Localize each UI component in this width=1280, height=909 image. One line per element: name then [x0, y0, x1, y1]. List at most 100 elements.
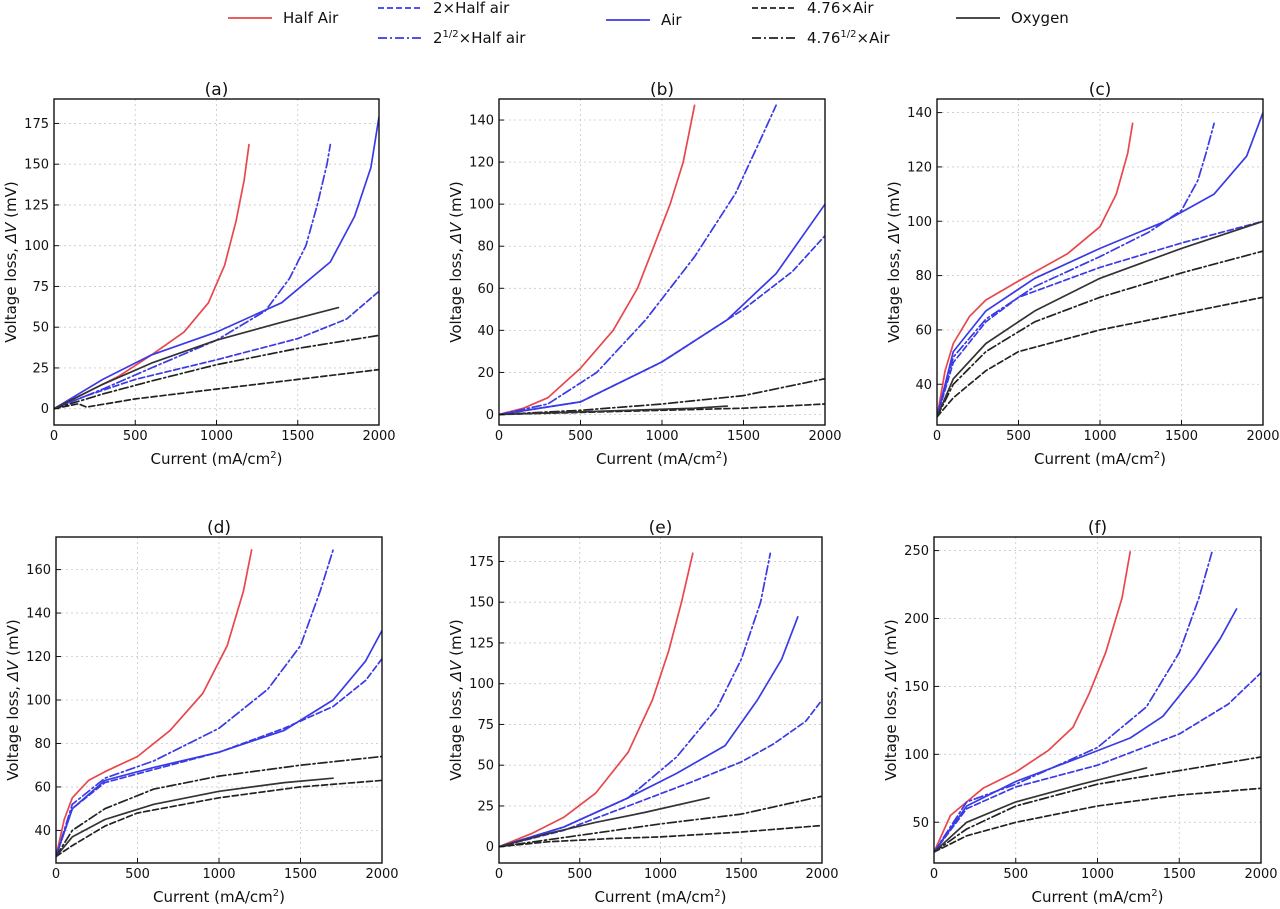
- legend-label-rest: ×Half air: [459, 29, 527, 47]
- y-tick-label: 150: [904, 680, 929, 695]
- series-line: [499, 699, 822, 848]
- y-tick-label: 40: [915, 378, 932, 393]
- y-tick-label: 60: [915, 323, 932, 338]
- y-axis-label-symbol: ΔV: [4, 659, 22, 682]
- series-line: [937, 220, 1263, 418]
- series-line: [54, 290, 379, 410]
- series-line: [499, 795, 822, 848]
- y-tick-label: 120: [26, 650, 51, 665]
- y-tick-label: 140: [907, 106, 932, 121]
- legend-entry: Oxygen: [956, 9, 1069, 27]
- series-line: [934, 671, 1261, 853]
- plot-frame: [498, 536, 823, 864]
- y-tick-label: 100: [26, 694, 51, 709]
- x-tick-label: 1500: [281, 429, 314, 444]
- x-axis-label-rest: ): [277, 450, 283, 468]
- y-axis-label-base: Voltage loss,: [447, 681, 465, 781]
- y-tick-label: 100: [469, 677, 494, 692]
- legend-label-sup: 1/2: [840, 29, 856, 40]
- x-axis-label: Current (mA/cm2): [596, 450, 728, 468]
- y-tick-label: 200: [904, 612, 929, 627]
- chart-panel: 0 500 1000 1500 2000 0 25 50 75 100 125 150 175 (a) Cu…: [2, 80, 396, 468]
- x-tick-label: 2000: [1244, 867, 1277, 882]
- y-axis-label-symbol: ΔV: [447, 659, 465, 682]
- x-tick-label: 2000: [808, 429, 841, 444]
- legend-label: 4.76×Air: [807, 0, 874, 17]
- x-tick-label: 1000: [200, 429, 233, 444]
- x-axis-label: Current (mA/cm2): [151, 450, 283, 468]
- y-axis-label-base: Voltage loss,: [447, 243, 465, 343]
- x-tick-label: 1500: [727, 429, 760, 444]
- y-axis-label: Voltage loss, ΔV (mV): [447, 181, 465, 342]
- y-tick-label: 0: [486, 408, 494, 423]
- x-axis-label-rest: ): [1160, 450, 1166, 468]
- legend-label-base: 4.76: [807, 29, 840, 47]
- y-tick-label: 80: [915, 269, 932, 284]
- series-line: [56, 755, 382, 858]
- legend-label-sup: 1/2: [443, 29, 459, 40]
- x-tick-label: 0: [50, 429, 58, 444]
- series-line: [934, 551, 1213, 853]
- y-axis-label-symbol: ΔV: [885, 221, 903, 244]
- series-line: [54, 116, 379, 410]
- series-line: [499, 405, 729, 416]
- y-tick-label: 150: [24, 158, 49, 173]
- series-line: [54, 143, 332, 410]
- x-axis-label: Current (mA/cm2): [1032, 888, 1164, 906]
- legend-label: 2×Half air: [433, 0, 510, 17]
- x-tick-label: 0: [52, 867, 60, 882]
- y-tick-label: 250: [904, 544, 929, 559]
- x-axis-label-sup: 2: [714, 888, 720, 899]
- x-axis-label-sup: 2: [273, 888, 279, 899]
- y-tick-label: 0: [486, 840, 494, 855]
- series-line: [937, 122, 1215, 418]
- plot-frame: [933, 536, 1262, 864]
- x-tick-label: 1500: [1163, 867, 1196, 882]
- y-tick-label: 125: [24, 198, 49, 213]
- panel-title: (a): [205, 80, 229, 100]
- series-line: [937, 111, 1263, 418]
- y-tick-label: 100: [904, 748, 929, 763]
- legend-label: Air: [661, 11, 682, 29]
- y-axis-label: Voltage loss, ΔV (mV): [885, 181, 903, 342]
- chart-panel: 0 500 1000 1500 2000 0 20 40 60 80 100 120 140 (b) Cur…: [447, 80, 842, 468]
- y-tick-label: 150: [469, 596, 494, 611]
- x-tick-label: 0: [495, 867, 503, 882]
- series-group: [54, 116, 379, 410]
- x-tick-label: 2000: [365, 867, 398, 882]
- series-line: [56, 549, 253, 858]
- y-tick-label: 40: [34, 824, 51, 839]
- y-tick-label: 50: [32, 321, 49, 336]
- legend-label-rest: ×Air: [857, 29, 891, 47]
- y-axis-label: Voltage loss, ΔV (mV): [4, 619, 22, 780]
- panel-title: (c): [1089, 80, 1112, 100]
- y-tick-label: 50: [912, 816, 929, 831]
- x-axis-label-rest: ): [1158, 888, 1164, 906]
- legend-label: Half Air: [283, 9, 339, 27]
- y-axis-label-base: Voltage loss,: [882, 681, 900, 781]
- y-axis-label-symbol: ΔV: [447, 221, 465, 244]
- legend-entry: 2×Half air: [378, 0, 510, 17]
- series-line: [54, 368, 379, 410]
- y-axis-label: Voltage loss, ΔV (mV): [447, 619, 465, 780]
- y-tick-label: 40: [477, 324, 494, 339]
- series-line: [56, 629, 382, 858]
- series-line: [54, 143, 250, 410]
- series-line: [499, 104, 696, 416]
- y-axis-label: Voltage loss, ΔV (mV): [2, 181, 20, 342]
- chart-panel: 0 500 1000 1500 2000 40 60 80 100 120 140 160 (d) Cur…: [4, 518, 399, 906]
- x-axis-label-sup: 2: [716, 450, 722, 461]
- y-tick-label: 80: [34, 737, 51, 752]
- y-tick-label: 100: [907, 215, 932, 230]
- x-axis-label-base: Current (mA/cm: [595, 888, 715, 906]
- series-group: [934, 551, 1261, 853]
- panel-title: (d): [207, 518, 231, 538]
- y-axis-label: Voltage loss, ΔV (mV): [882, 619, 900, 780]
- series-line: [499, 104, 777, 416]
- chart-panel: 0 500 1000 1500 2000 40 60 80 100 120 140 (c) Curren…: [885, 80, 1280, 468]
- x-axis-label-base: Current (mA/cm: [153, 888, 273, 906]
- legend-label-base: 2: [433, 29, 443, 47]
- series-line: [54, 334, 379, 410]
- series-line: [56, 779, 382, 858]
- x-axis-label: Current (mA/cm2): [595, 888, 727, 906]
